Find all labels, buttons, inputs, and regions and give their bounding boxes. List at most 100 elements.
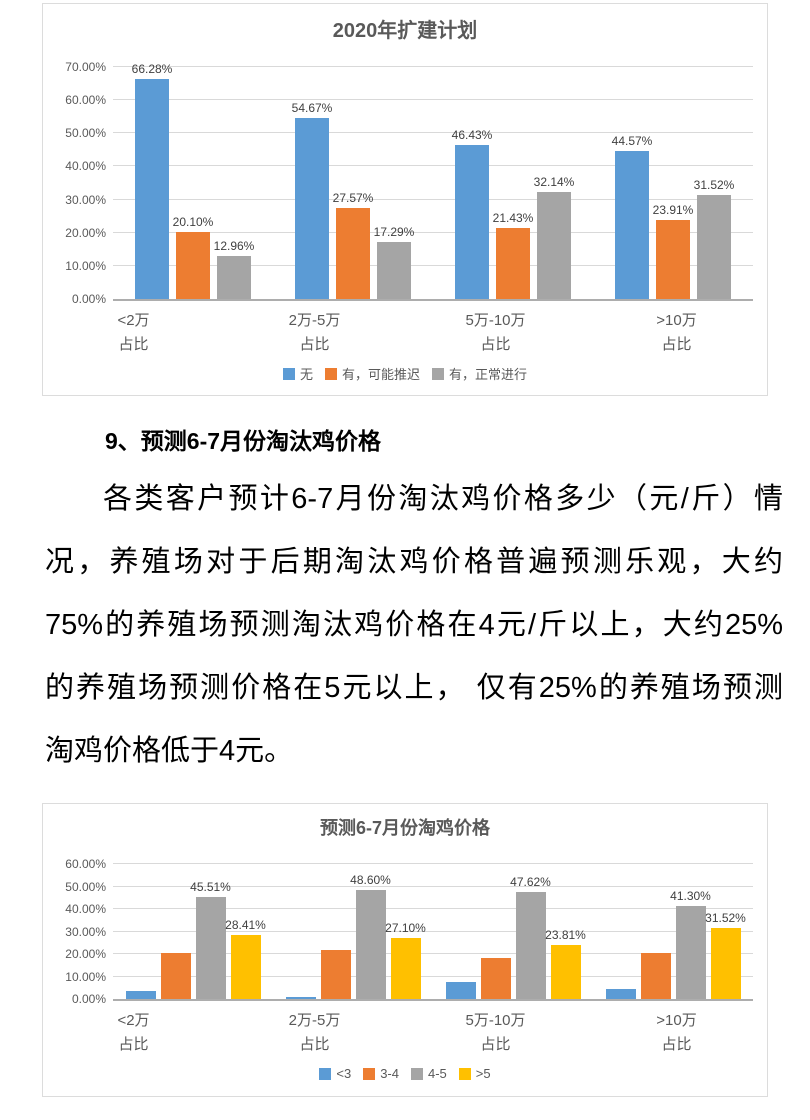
bar-column: 66.28%: [132, 62, 172, 299]
gridline: [113, 165, 753, 167]
category-sublabel: 占比: [480, 1036, 511, 1053]
bar-column: [480, 864, 511, 999]
chart-title: 预测6-7月份淘鸡价格: [319, 818, 490, 838]
plot-area: 0.00% 10.00% 20.00% 30.00% 40.00% 50.00% 60.00…: [65, 60, 753, 306]
bar-column: 23.81%: [545, 864, 586, 999]
paragraph-line: 的养殖场预测价格在5元以上， 仅有25%的养殖场预测: [45, 672, 783, 704]
data-label: 28.41%: [225, 918, 266, 933]
gridline: [113, 231, 753, 233]
paragraph: 各类客户预计6-7月份淘汰鸡价格多少（元/斤）情 况，养殖场对于后期淘汰鸡价格普…: [45, 468, 783, 783]
bar-<3: [125, 990, 156, 999]
legend-item: >5: [458, 1066, 491, 1081]
x-axis-category-label: <2万占比: [43, 309, 224, 357]
chart-title: 2020年扩建计划: [332, 20, 478, 42]
category-name: 2万-5万: [288, 1012, 341, 1029]
bar->5: [710, 928, 741, 999]
bar-4-5: [355, 889, 386, 999]
category-name: <2万: [117, 1012, 150, 1029]
y-axis-tick-label: 10.00%: [65, 969, 106, 984]
category-name: 5万-10万: [465, 312, 526, 329]
category-group: 45.51% 28.41%: [113, 864, 273, 999]
data-label: 27.10%: [385, 921, 426, 936]
category-group: 46.43% 21.43% 32.14%: [433, 67, 593, 299]
x-axis-labels: <2万 占比 2万-5万 占比 5万-10万 占比 >10万 占比: [43, 309, 767, 357]
category-group: 44.57% 23.91% 31.52%: [593, 67, 753, 299]
bar-column: 12.96%: [214, 67, 254, 299]
y-axis-tick-label: 0.00%: [71, 992, 106, 1006]
bar-groups: 66.28% 20.10% 12.96% 54.67% 27.57% 17.29% 46.4…: [113, 62, 753, 299]
y-axis-tick-label: 60.00%: [65, 93, 106, 108]
legend-swatch-icon: [363, 1067, 376, 1080]
category-name: 5万-10万: [465, 1012, 526, 1029]
bar-column: 27.10%: [385, 864, 426, 999]
data-label: 41.30%: [670, 889, 711, 904]
bar-有，正常进行: [217, 256, 251, 299]
data-label: 47.62%: [510, 874, 551, 889]
x-axis-category-label: 5万-10万 占比: [405, 1009, 586, 1057]
data-label: 20.10%: [172, 215, 214, 230]
x-axis-category-label: 2万-5万 占比: [224, 309, 405, 357]
bar-column: 46.43%: [452, 67, 492, 299]
bar-有，可能推迟: [176, 232, 210, 299]
legend-label: 4-5: [428, 1066, 447, 1081]
category-group: 66.28% 20.10% 12.96%: [113, 62, 273, 299]
bar-column: [640, 864, 671, 999]
category-sublabel: 占比: [299, 336, 330, 353]
bar-groups: 45.51% 28.41% 48.60% 27.10% 47.62% 23.81% 41.3…: [113, 864, 753, 999]
gridline: [113, 99, 753, 101]
bar-column: 48.60%: [350, 864, 391, 999]
chart-legend: <3 3-4 4-5 >5: [43, 1066, 767, 1081]
bar-column: 31.52%: [694, 67, 734, 299]
data-label: 23.81%: [545, 928, 586, 943]
expansion-plan-chart-card: 2020年扩建计划 0.00% 10.00% 20.00% 30.00% 40.00% 5…: [42, 3, 768, 396]
bar-column: 31.52%: [705, 864, 746, 999]
gridline: [113, 198, 753, 200]
bar-column: 27.57%: [333, 67, 373, 299]
bar-3-4: [480, 957, 511, 999]
section-heading: 9、预测6-7月份淘汰鸡价格: [105, 428, 382, 454]
x-axis-labels: <2万 占比 2万-5万 占比 5万-10万 占比 >10万 占比: [43, 1009, 767, 1057]
bar-无: [615, 151, 649, 299]
y-axis-tick-label: 0.00%: [71, 292, 106, 306]
bar-column: 23.91%: [653, 67, 693, 299]
gridline: [113, 264, 753, 266]
data-label: 66.28%: [131, 62, 173, 77]
category-group: 41.30% 31.52%: [593, 864, 753, 999]
y-axis-tick-label: 60.00%: [65, 857, 106, 871]
bar-column: 28.41%: [225, 864, 266, 999]
bar-有，可能推迟: [496, 227, 530, 299]
legend-swatch-icon: [411, 1067, 423, 1080]
bar-有，正常进行: [377, 241, 411, 299]
legend-swatch-icon: [432, 367, 444, 380]
bar-4-5: [195, 896, 226, 999]
category-group: 47.62% 23.81%: [433, 864, 593, 999]
data-label: 45.51%: [190, 879, 231, 894]
category-sublabel: 占比: [480, 336, 511, 353]
data-label: 31.52%: [705, 911, 746, 926]
bar-<3: [445, 982, 476, 999]
bar-column: [160, 864, 191, 999]
bar-<3: [605, 988, 636, 999]
data-label: 48.60%: [350, 872, 391, 887]
x-axis-category-label: >10万 占比: [586, 309, 767, 357]
bar-column: 41.30%: [670, 864, 711, 999]
y-axis-tick-label: 50.00%: [65, 879, 106, 894]
y-axis-tick-label: 50.00%: [65, 126, 106, 141]
x-axis-category-label: 2万-5万占比: [224, 1009, 405, 1057]
legend-item: 有，可能推迟: [324, 364, 420, 383]
gridline: [113, 66, 753, 67]
legend-label: >5: [475, 1066, 491, 1081]
gridline: [113, 975, 753, 977]
category-sublabel: 占比: [118, 336, 149, 353]
category-group: 48.60% 27.10%: [273, 864, 433, 999]
bar-有，可能推迟: [656, 219, 690, 299]
category-sublabel: 占比: [299, 1036, 330, 1053]
data-label: 27.57%: [332, 190, 374, 205]
category-name: <2万: [117, 312, 150, 329]
legend-swatch-icon: [319, 1067, 332, 1080]
legend-swatch-icon: [458, 1067, 471, 1080]
data-label: 23.91%: [652, 202, 694, 217]
legend-swatch-icon: [282, 367, 295, 380]
data-label: 17.29%: [373, 224, 415, 239]
legend-label: 有，正常进行: [449, 367, 528, 382]
